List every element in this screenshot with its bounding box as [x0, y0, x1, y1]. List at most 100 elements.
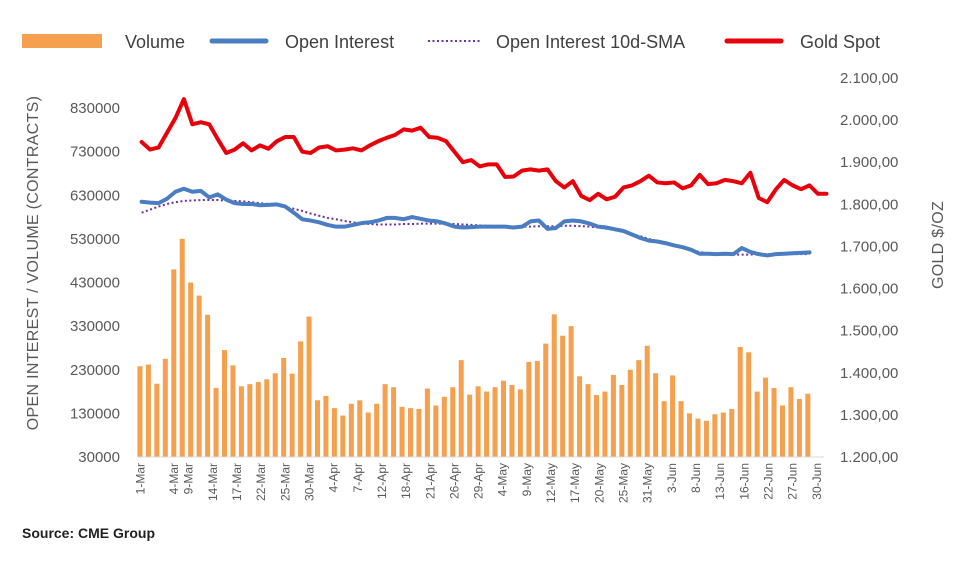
volume-bar — [145, 364, 151, 457]
legend-sma-label: Open Interest 10d-SMA — [496, 32, 685, 52]
x-tick-label: 22-Mar — [254, 463, 268, 501]
volume-bar — [619, 385, 625, 457]
legend-volume-label: Volume — [125, 32, 185, 52]
x-tick-label: 12-Apr — [375, 463, 389, 499]
volume-bar — [754, 391, 760, 457]
volume-bar — [500, 380, 506, 457]
x-tick-label: 17-Mar — [230, 463, 244, 501]
volume-bar — [441, 396, 447, 457]
volume-bar — [348, 403, 354, 457]
x-tick-label: 17-May — [568, 463, 582, 503]
open-interest-line — [139, 186, 812, 258]
volume-bar — [551, 314, 557, 457]
volume-bar — [805, 393, 811, 457]
volume-bar — [577, 376, 583, 457]
y-left-tick-label: 130000 — [70, 405, 120, 422]
volume-bar — [686, 413, 692, 458]
legend-open-interest-label: Open Interest — [285, 32, 394, 52]
volume-bar — [729, 409, 735, 457]
volume-bar — [221, 350, 227, 457]
x-tick-label: 25-Mar — [278, 463, 292, 501]
x-axis: 1-Mar 4-Mar 9-Mar 14-Mar 17-Mar 22-Mar 25-Mar 3… — [133, 456, 824, 503]
x-tick-label: 7-Apr — [351, 463, 365, 492]
volume-bar — [763, 377, 769, 457]
volume-bar — [509, 385, 515, 457]
volume-bar — [695, 418, 701, 457]
volume-bar — [450, 387, 456, 457]
y-left-axis-title: OPEN INTEREST / VOLUME (CONTRACTS) — [25, 96, 42, 430]
volume-bar — [661, 401, 667, 457]
volume-bar — [627, 369, 633, 457]
volume-bar — [458, 360, 464, 457]
y-left-tick-label: 730000 — [70, 144, 120, 161]
volume-bar — [323, 395, 329, 457]
y-right-tick-label: 1.300,00 — [840, 407, 898, 424]
volume-bar — [467, 394, 473, 457]
volume-bar — [340, 415, 346, 457]
x-tick-label: 4-May — [496, 463, 510, 496]
volume-bar — [737, 347, 743, 457]
volume-bar — [484, 391, 490, 457]
source-note: Source: CME Group — [22, 525, 155, 541]
volume-bar — [137, 366, 143, 457]
legend: Volume Open Interest Open Interest 10d-S… — [22, 32, 880, 52]
volume-bar — [281, 357, 287, 457]
volume-bar — [188, 282, 194, 457]
x-tick-label: 9-Mar — [182, 463, 196, 494]
x-tick-label: 4-Mar — [167, 463, 181, 494]
volume-bar — [171, 269, 177, 457]
y-right-axis-title: GOLD $/OZ — [930, 201, 947, 289]
y-left-ticks: 830000 730000 630000 530000 430000 330000 2300… — [70, 100, 120, 466]
y-right-ticks: 2.100,00 2.000,00 1.900,00 1.800,00 1.700,00… — [840, 70, 898, 466]
volume-bar — [162, 358, 168, 457]
volume-bar — [746, 352, 752, 457]
volume-bar — [289, 373, 295, 457]
volume-bar — [357, 400, 363, 457]
volume-bar — [433, 405, 439, 457]
y-right-tick-label: 1.500,00 — [840, 323, 898, 340]
legend-gold-spot-label: Gold Spot — [800, 32, 880, 52]
y-right-tick-label: 1.700,00 — [840, 238, 898, 255]
volume-bar — [399, 406, 405, 457]
legend-volume-swatch — [22, 34, 102, 48]
volume-bar — [534, 361, 540, 457]
volume-bar — [255, 381, 261, 457]
x-tick-label: 31-May — [641, 463, 655, 503]
gold-spot-line — [139, 97, 829, 205]
y-left-tick-label: 530000 — [70, 231, 120, 248]
volume-bar — [407, 408, 413, 457]
volume-bar — [391, 387, 397, 457]
volume-bar — [560, 335, 566, 457]
volume-bar — [213, 388, 219, 457]
x-tick-label: 12-May — [544, 463, 558, 503]
volume-bar — [416, 409, 422, 457]
volume-bar — [568, 326, 574, 458]
volume-bar — [230, 365, 236, 457]
y-right-tick-label: 1.600,00 — [840, 281, 898, 298]
volume-bar — [712, 414, 718, 457]
volume-bar — [796, 398, 802, 457]
x-tick-label: 4-Apr — [327, 463, 341, 492]
volume-bar — [331, 408, 337, 457]
x-tick-label: 1-Mar — [133, 463, 147, 494]
volume-bar — [475, 386, 481, 457]
volume-bar — [636, 360, 642, 457]
y-right-tick-label: 1.400,00 — [840, 365, 898, 382]
y-right-tick-label: 1.800,00 — [840, 196, 898, 213]
volume-bar — [314, 400, 320, 457]
volume-bar — [424, 388, 430, 457]
y-right-tick-label: 2.000,00 — [840, 112, 898, 129]
x-tick-label: 8-Jun — [689, 463, 703, 493]
x-tick-label: 27-Jun — [786, 463, 800, 500]
volume-bar — [365, 412, 371, 457]
volume-bar — [154, 383, 160, 457]
series-lines — [139, 97, 829, 258]
volume-bar — [610, 374, 616, 457]
y-right-tick-label: 1.900,00 — [840, 154, 898, 171]
x-tick-label: 30-Mar — [303, 463, 317, 501]
volume-bar — [298, 341, 304, 457]
y-right-tick-label: 1.200,00 — [840, 449, 898, 466]
y-left-tick-label: 630000 — [70, 187, 120, 204]
volume-bar — [272, 373, 278, 457]
